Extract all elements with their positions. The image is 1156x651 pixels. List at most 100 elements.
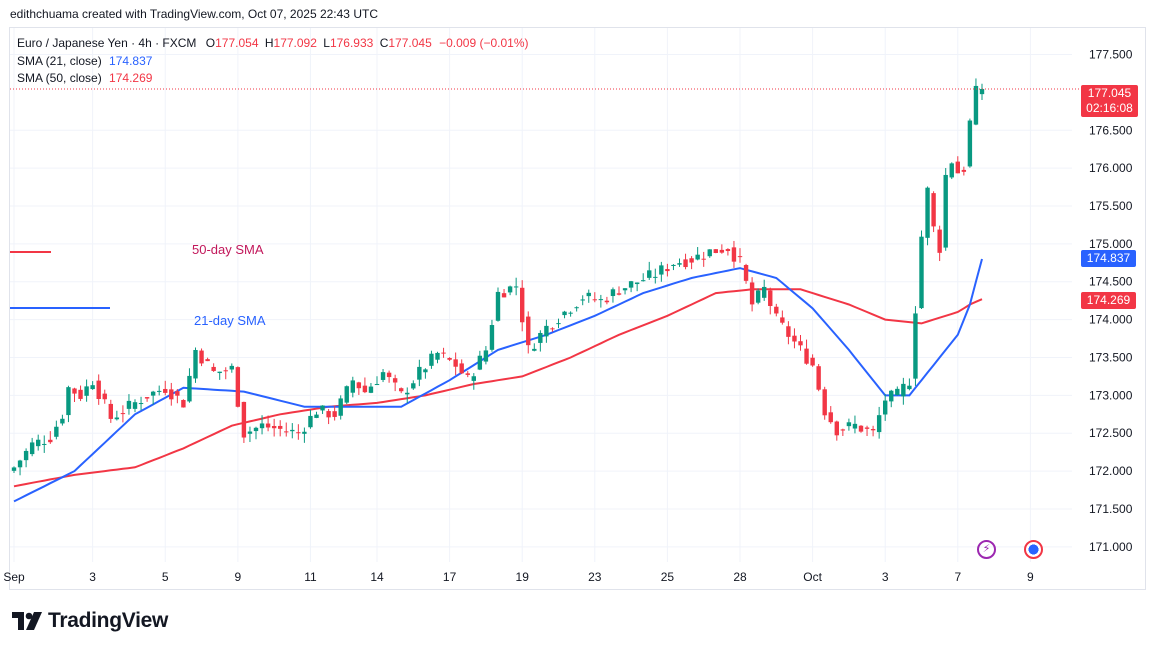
candle-body — [157, 390, 162, 392]
candle-body — [144, 397, 150, 399]
x-tick-label: 28 — [733, 570, 747, 584]
candle-body — [604, 300, 610, 303]
candle-body — [259, 423, 265, 429]
y-tick-label: 175.500 — [1089, 199, 1133, 213]
candle-body — [374, 384, 380, 386]
chart-caption: edithchuama created with TradingView.com… — [10, 7, 378, 21]
candle-body — [786, 326, 791, 337]
candle-body — [48, 439, 53, 443]
sma21-legend-label: SMA (21, close) — [17, 53, 102, 68]
candle-body — [429, 353, 434, 366]
candle-body — [36, 439, 41, 447]
time-axis: Sep 3 5 9 11 14 17 19 23 25 28 Oct 3 7 9 — [3, 570, 1034, 584]
tradingview-logo[interactable]: TradingView — [12, 609, 168, 633]
candle-body — [568, 312, 573, 314]
candle-body — [296, 432, 301, 434]
candle-body — [187, 375, 192, 402]
candle-body — [150, 391, 156, 396]
sma50-legend-row[interactable]: SMA (50, close) 174.269 — [17, 70, 529, 88]
candle-body — [671, 264, 676, 267]
candle-body — [54, 426, 59, 437]
candle-body — [235, 367, 241, 407]
candle-body — [792, 335, 797, 342]
sma21-legend-row[interactable]: SMA (21, close) 174.837 — [17, 53, 529, 71]
candle-body — [181, 399, 186, 408]
y-tick-label: 174.500 — [1089, 275, 1133, 289]
candle-body — [828, 412, 833, 423]
candle-body — [175, 391, 180, 396]
high-key: H — [264, 36, 274, 50]
sma50-legend-value: 174.269 — [109, 71, 153, 85]
candle-body — [386, 372, 392, 378]
open-value: 177.054 — [215, 36, 259, 50]
economic-event-icon[interactable] — [1024, 540, 1043, 559]
candle-body — [931, 193, 936, 227]
candle-body — [308, 415, 313, 428]
candle-body — [193, 349, 198, 379]
sma50-legend-label: SMA (50, close) — [17, 71, 102, 85]
candle-body — [749, 282, 755, 305]
candle-body — [683, 259, 688, 268]
x-tick-label: 3 — [89, 570, 96, 584]
symbol-label[interactable]: Euro / Japanese Yen · 4h · FXCM — [17, 36, 197, 50]
candle-body — [96, 380, 101, 400]
last-price-text: 177.045 — [1087, 86, 1132, 100]
candle-body — [526, 316, 531, 346]
candle-body — [199, 350, 204, 364]
candle-body — [399, 388, 404, 392]
candle-body — [338, 398, 343, 416]
candle-body — [562, 311, 567, 316]
y-tick-label: 173.500 — [1089, 350, 1133, 364]
candle-body — [634, 282, 640, 285]
candle-body — [465, 373, 470, 375]
candle-body — [677, 263, 682, 265]
candle-body — [205, 359, 210, 362]
candle-body — [641, 280, 646, 282]
low-value: 176.933 — [329, 36, 374, 50]
candle-body — [72, 388, 77, 394]
candle-body — [864, 427, 870, 429]
high-value: 177.092 — [273, 36, 317, 50]
candle-body — [919, 236, 924, 309]
ohlc-row: Euro / Japanese Yen · 4h · FXCM O177.054… — [17, 35, 529, 53]
candle-body — [840, 429, 846, 431]
tradingview-logo-icon — [12, 612, 42, 630]
candle-body — [138, 403, 144, 405]
candle-body — [453, 359, 458, 367]
candle-body — [858, 425, 864, 432]
candle-body — [344, 386, 349, 403]
candle-body — [532, 348, 537, 351]
candle-body — [290, 429, 295, 432]
change-value: −0.009 (−0.01%) — [439, 36, 529, 50]
sma21-legend-value: 174.837 — [109, 53, 153, 68]
candle-body — [163, 388, 168, 393]
candle-body — [23, 450, 29, 461]
candle-body — [495, 291, 501, 321]
candle-body — [253, 427, 259, 432]
candle-body — [223, 370, 228, 372]
candle-body — [870, 429, 876, 431]
candle-body — [278, 425, 283, 429]
candle-body — [332, 411, 337, 417]
candle-body — [102, 393, 107, 400]
candle-body — [247, 431, 253, 434]
candle-body — [211, 366, 216, 371]
lightning-icon[interactable]: ⚡ — [977, 540, 996, 559]
candle-body — [90, 385, 95, 390]
candle-body — [647, 270, 652, 278]
x-tick-label: 11 — [304, 570, 317, 584]
candle-body — [284, 431, 289, 433]
candle-body — [695, 254, 700, 260]
x-tick-label: 7 — [954, 570, 961, 584]
candle-body — [60, 418, 65, 424]
y-tick-label: 172.000 — [1089, 464, 1133, 478]
candle-body — [11, 467, 17, 471]
candle-body — [610, 289, 616, 297]
y-tick-label: 176.500 — [1089, 123, 1133, 137]
y-tick-label: 177.500 — [1089, 48, 1133, 62]
candle-body — [780, 317, 785, 323]
y-tick-label: 173.000 — [1089, 388, 1133, 402]
candle-body — [356, 382, 362, 389]
candle-body — [265, 423, 271, 428]
